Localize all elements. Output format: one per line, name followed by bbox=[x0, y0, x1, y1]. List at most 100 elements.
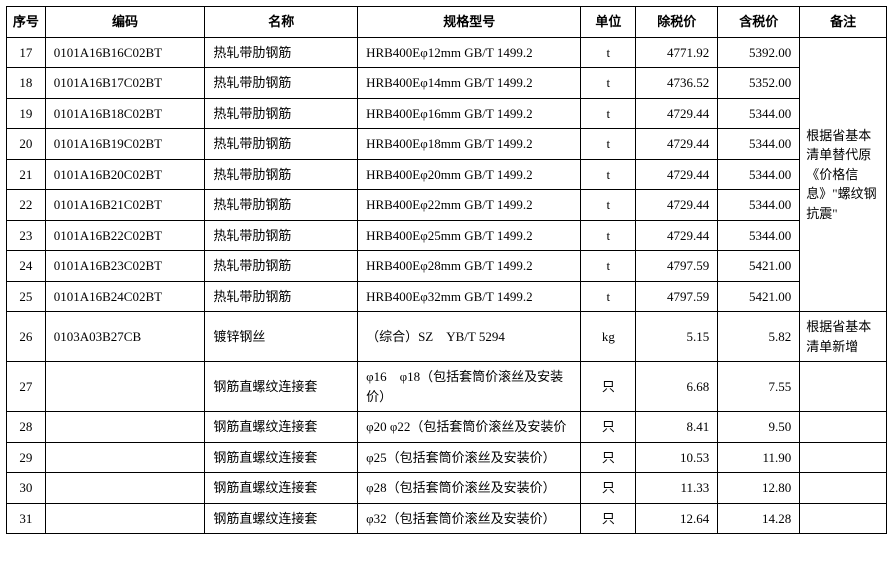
cell-code: 0101A16B20C02BT bbox=[45, 159, 205, 190]
table-row: 200101A16B19C02BT热轧带肋钢筋HRB400Eφ18mm GB/T… bbox=[7, 129, 887, 160]
table-header-row: 序号 编码 名称 规格型号 单位 除税价 含税价 备注 bbox=[7, 7, 887, 38]
cell-unit: t bbox=[581, 159, 636, 190]
cell-spec: φ20 φ22（包括套筒价滚丝及安装价 bbox=[358, 412, 581, 443]
cell-code: 0101A16B22C02BT bbox=[45, 220, 205, 251]
cell-code: 0101A16B23C02BT bbox=[45, 251, 205, 282]
table-row: 29钢筋直螺纹连接套φ25（包括套筒价滚丝及安装价）只10.5311.90 bbox=[7, 442, 887, 473]
cell-note bbox=[800, 362, 887, 412]
cell-note bbox=[800, 442, 887, 473]
cell-code: 0101A16B19C02BT bbox=[45, 129, 205, 160]
cell-price-excl: 12.64 bbox=[636, 503, 718, 534]
cell-price-excl: 5.15 bbox=[636, 312, 718, 362]
col-header-price-incl: 含税价 bbox=[718, 7, 800, 38]
cell-spec: HRB400Eφ20mm GB/T 1499.2 bbox=[358, 159, 581, 190]
cell-code bbox=[45, 503, 205, 534]
cell-price-excl: 4729.44 bbox=[636, 129, 718, 160]
cell-unit: t bbox=[581, 190, 636, 221]
table-row: 30钢筋直螺纹连接套φ28（包括套筒价滚丝及安装价）只11.3312.80 bbox=[7, 473, 887, 504]
table-row: 240101A16B23C02BT热轧带肋钢筋HRB400Eφ28mm GB/T… bbox=[7, 251, 887, 282]
cell-note-group2: 根据省基本清单新增 bbox=[800, 312, 887, 362]
table-row: 260103A03B27CB镀锌钢丝（综合）SZ YB/T 5294kg5.15… bbox=[7, 312, 887, 362]
cell-price-incl: 5344.00 bbox=[718, 159, 800, 190]
cell-name: 热轧带肋钢筋 bbox=[205, 190, 358, 221]
cell-unit: t bbox=[581, 37, 636, 68]
cell-price-excl: 10.53 bbox=[636, 442, 718, 473]
table-body: 170101A16B16C02BT热轧带肋钢筋HRB400Eφ12mm GB/T… bbox=[7, 37, 887, 534]
cell-price-incl: 9.50 bbox=[718, 412, 800, 443]
cell-seq: 20 bbox=[7, 129, 46, 160]
cell-unit: 只 bbox=[581, 442, 636, 473]
cell-price-excl: 4797.59 bbox=[636, 251, 718, 282]
cell-unit: 只 bbox=[581, 362, 636, 412]
cell-spec: HRB400Eφ14mm GB/T 1499.2 bbox=[358, 68, 581, 99]
cell-seq: 27 bbox=[7, 362, 46, 412]
cell-price-excl: 4771.92 bbox=[636, 37, 718, 68]
cell-spec: HRB400Eφ12mm GB/T 1499.2 bbox=[358, 37, 581, 68]
cell-name: 钢筋直螺纹连接套 bbox=[205, 442, 358, 473]
table-row: 250101A16B24C02BT热轧带肋钢筋HRB400Eφ32mm GB/T… bbox=[7, 281, 887, 312]
cell-spec: HRB400Eφ28mm GB/T 1499.2 bbox=[358, 251, 581, 282]
cell-price-excl: 4729.44 bbox=[636, 220, 718, 251]
cell-code bbox=[45, 412, 205, 443]
cell-seq: 17 bbox=[7, 37, 46, 68]
table-row: 28钢筋直螺纹连接套φ20 φ22（包括套筒价滚丝及安装价只8.419.50 bbox=[7, 412, 887, 443]
cell-unit: t bbox=[581, 68, 636, 99]
cell-seq: 31 bbox=[7, 503, 46, 534]
cell-seq: 23 bbox=[7, 220, 46, 251]
cell-name: 热轧带肋钢筋 bbox=[205, 281, 358, 312]
cell-price-incl: 14.28 bbox=[718, 503, 800, 534]
cell-unit: kg bbox=[581, 312, 636, 362]
cell-spec: HRB400Eφ18mm GB/T 1499.2 bbox=[358, 129, 581, 160]
cell-price-excl: 11.33 bbox=[636, 473, 718, 504]
cell-name: 热轧带肋钢筋 bbox=[205, 68, 358, 99]
cell-price-excl: 4729.44 bbox=[636, 190, 718, 221]
cell-code: 0101A16B18C02BT bbox=[45, 98, 205, 129]
cell-seq: 22 bbox=[7, 190, 46, 221]
cell-code: 0101A16B16C02BT bbox=[45, 37, 205, 68]
cell-price-excl: 4729.44 bbox=[636, 159, 718, 190]
col-header-spec: 规格型号 bbox=[358, 7, 581, 38]
cell-name: 钢筋直螺纹连接套 bbox=[205, 362, 358, 412]
cell-unit: t bbox=[581, 129, 636, 160]
cell-price-incl: 5392.00 bbox=[718, 37, 800, 68]
cell-price-incl: 5.82 bbox=[718, 312, 800, 362]
cell-price-incl: 5352.00 bbox=[718, 68, 800, 99]
cell-name: 镀锌钢丝 bbox=[205, 312, 358, 362]
table-row: 210101A16B20C02BT热轧带肋钢筋HRB400Eφ20mm GB/T… bbox=[7, 159, 887, 190]
cell-name: 钢筋直螺纹连接套 bbox=[205, 503, 358, 534]
cell-unit: t bbox=[581, 98, 636, 129]
table-row: 27钢筋直螺纹连接套φ16 φ18（包括套筒价滚丝及安装价）只6.687.55 bbox=[7, 362, 887, 412]
cell-name: 热轧带肋钢筋 bbox=[205, 129, 358, 160]
cell-price-excl: 4797.59 bbox=[636, 281, 718, 312]
cell-price-excl: 6.68 bbox=[636, 362, 718, 412]
cell-spec: φ32（包括套筒价滚丝及安装价） bbox=[358, 503, 581, 534]
cell-code: 0103A03B27CB bbox=[45, 312, 205, 362]
cell-spec: φ16 φ18（包括套筒价滚丝及安装价） bbox=[358, 362, 581, 412]
table-row: 180101A16B17C02BT热轧带肋钢筋HRB400Eφ14mm GB/T… bbox=[7, 68, 887, 99]
cell-price-excl: 4729.44 bbox=[636, 98, 718, 129]
cell-spec: HRB400Eφ25mm GB/T 1499.2 bbox=[358, 220, 581, 251]
col-header-code: 编码 bbox=[45, 7, 205, 38]
cell-price-incl: 5344.00 bbox=[718, 129, 800, 160]
cell-code bbox=[45, 473, 205, 504]
table-row: 190101A16B18C02BT热轧带肋钢筋HRB400Eφ16mm GB/T… bbox=[7, 98, 887, 129]
cell-name: 热轧带肋钢筋 bbox=[205, 37, 358, 68]
col-header-unit: 单位 bbox=[581, 7, 636, 38]
cell-name: 钢筋直螺纹连接套 bbox=[205, 412, 358, 443]
cell-name: 热轧带肋钢筋 bbox=[205, 98, 358, 129]
cell-unit: t bbox=[581, 251, 636, 282]
cell-seq: 24 bbox=[7, 251, 46, 282]
cell-seq: 18 bbox=[7, 68, 46, 99]
cell-seq: 29 bbox=[7, 442, 46, 473]
cell-note bbox=[800, 412, 887, 443]
cell-price-incl: 12.80 bbox=[718, 473, 800, 504]
table-row: 170101A16B16C02BT热轧带肋钢筋HRB400Eφ12mm GB/T… bbox=[7, 37, 887, 68]
cell-spec: HRB400Eφ32mm GB/T 1499.2 bbox=[358, 281, 581, 312]
table-row: 230101A16B22C02BT热轧带肋钢筋HRB400Eφ25mm GB/T… bbox=[7, 220, 887, 251]
materials-table: 序号 编码 名称 规格型号 单位 除税价 含税价 备注 170101A16B16… bbox=[6, 6, 887, 534]
cell-price-excl: 4736.52 bbox=[636, 68, 718, 99]
cell-seq: 30 bbox=[7, 473, 46, 504]
cell-price-incl: 5421.00 bbox=[718, 281, 800, 312]
cell-name: 热轧带肋钢筋 bbox=[205, 159, 358, 190]
cell-price-incl: 11.90 bbox=[718, 442, 800, 473]
